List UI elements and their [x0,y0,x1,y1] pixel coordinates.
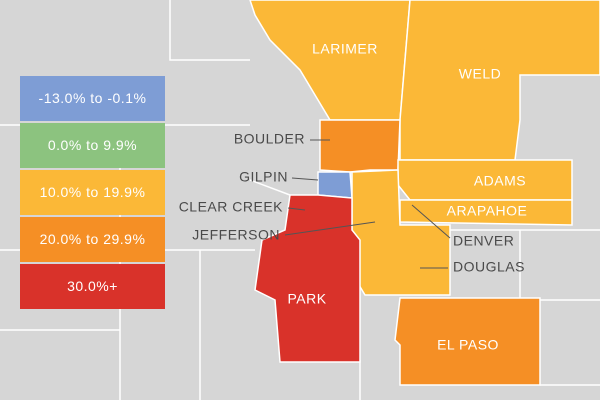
counties [249,0,600,386]
county-label: JEFFERSON [192,227,280,243]
county-label: ADAMS [474,173,526,189]
legend-label: 20.0% to 29.9% [40,231,146,247]
county-label: WELD [459,66,501,82]
county-label: DENVER [453,233,514,249]
leader-line [411,204,451,239]
county-label: CLEAR CREEK [179,199,283,215]
legend-swatch [20,217,165,262]
legend-label: 30.0%+ [67,278,118,294]
legend-swatch [20,264,165,309]
county-label: LARIMER [312,41,378,57]
legend-label: 0.0% to 9.9% [48,137,137,153]
legend-label: -13.0% to -0.1% [39,90,147,106]
county-label: PARK [287,291,326,307]
boulder [319,119,401,173]
legend-swatch [20,76,165,121]
county-label: EL PASO [437,337,499,353]
leader-line [291,177,319,181]
legend-swatch [20,170,165,215]
leader-line [287,207,306,211]
leaders [284,139,451,269]
county-label: GILPIN [239,169,288,185]
county-label: ARAPAHOE [447,203,528,219]
gilpin [317,171,353,199]
legend-label: 10.0% to 19.9% [40,184,146,200]
clear-creek-park [254,194,361,363]
county-label: BOULDER [234,131,305,147]
legend-swatch [20,123,165,168]
legend: -13.0% to -0.1% 0.0% to 9.9% 10.0% to 19.9… [20,76,165,309]
el-paso [394,297,541,386]
county-label: DOUGLAS [453,259,525,275]
leader-line [284,221,376,236]
